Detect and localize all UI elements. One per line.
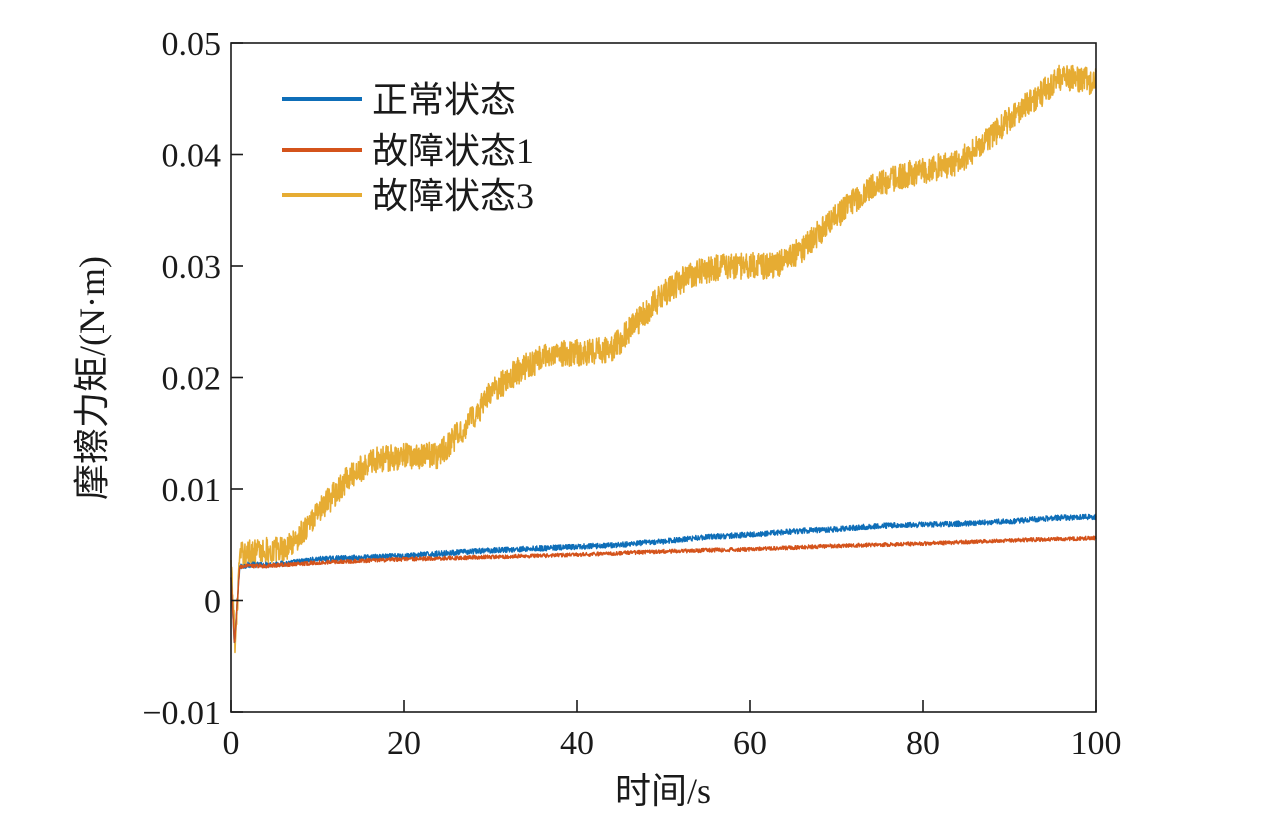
series-layer: [230, 64, 1097, 654]
x-tick-label: 80: [906, 725, 940, 762]
y-tick-label: 0.05: [162, 26, 222, 63]
y-tick-label: 0.02: [162, 361, 222, 398]
y-tick-label: 0: [204, 584, 221, 621]
x-tick-label: 60: [733, 725, 767, 762]
x-tick-label: 100: [1071, 725, 1122, 762]
x-tick-label: 40: [560, 725, 594, 762]
y-tick-label: 0.04: [162, 138, 222, 175]
y-tick-label: 0.03: [162, 249, 222, 286]
x-tick-label: 20: [387, 725, 421, 762]
legend-label-1: 正常状态: [372, 80, 516, 120]
y-tick-label: 0.01: [162, 472, 222, 509]
y-axis-title: 摩擦力矩/(N·m): [72, 256, 112, 500]
series-line-1: [230, 513, 1097, 644]
legend-label-3: 故障状态3: [372, 176, 534, 216]
x-axis-title: 时间/s: [615, 771, 711, 811]
legend-label-2: 故障状态1: [372, 131, 534, 171]
plot-area-frame: [230, 42, 1097, 713]
y-tick-label: −0.01: [142, 695, 221, 732]
x-tick-label: 0: [223, 725, 240, 762]
series-line-3: [230, 64, 1097, 654]
series-line-2: [230, 535, 1097, 643]
